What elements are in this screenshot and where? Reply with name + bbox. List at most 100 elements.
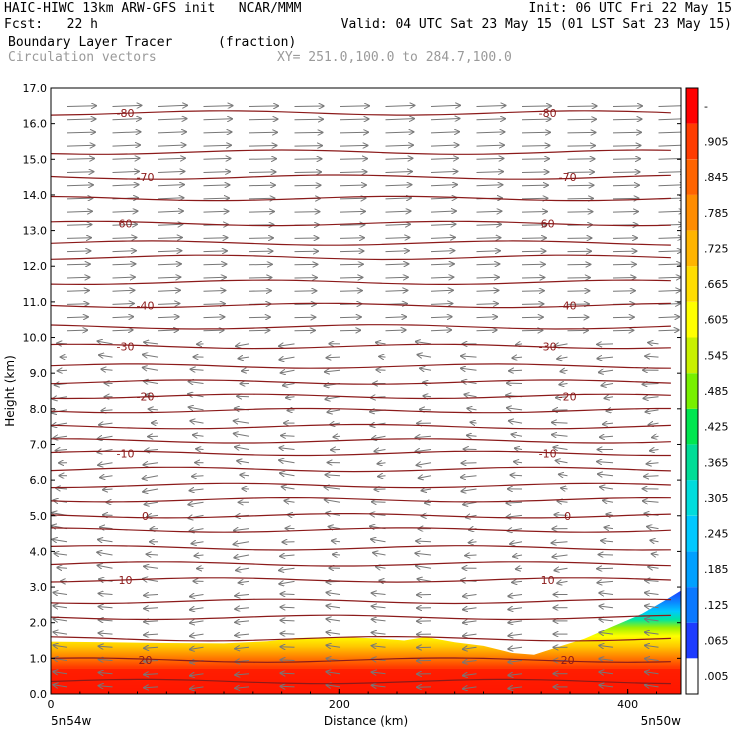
circulation-vector — [606, 514, 614, 515]
circulation-vector — [508, 608, 523, 610]
circulation-vector — [279, 357, 295, 360]
circulation-vector — [157, 251, 181, 252]
circulation-vector — [66, 304, 88, 305]
circulation-vector — [237, 396, 250, 397]
circulation-vector — [339, 106, 369, 107]
temperature-contour — [51, 363, 671, 369]
circulation-vector — [99, 355, 113, 357]
circulation-vector — [294, 106, 324, 107]
circulation-vector — [190, 608, 204, 610]
circulation-vector — [612, 238, 637, 239]
contour-label: -80 — [539, 107, 557, 120]
colorbar-swatch — [686, 515, 698, 552]
circulation-vector — [514, 462, 523, 463]
circulation-vector — [235, 447, 250, 450]
circulation-vector — [508, 595, 523, 597]
circulation-vector — [372, 436, 386, 439]
x-tick-label: 0 — [48, 698, 55, 711]
circulation-vector — [329, 527, 341, 529]
circulation-vector — [339, 238, 364, 239]
circulation-vector — [552, 542, 568, 543]
temperature-contour — [51, 497, 671, 503]
circulation-vector — [151, 529, 159, 530]
circulation-vector — [53, 539, 68, 541]
circulation-vector — [385, 224, 410, 225]
contour-label: -40 — [559, 299, 577, 312]
circulation-vector — [461, 476, 477, 478]
temperature-contour — [51, 527, 671, 533]
circulation-vector — [248, 146, 277, 147]
temperature-contour — [51, 195, 671, 202]
circulation-vector — [339, 198, 365, 199]
circulation-vector — [612, 264, 636, 265]
circulation-vector — [476, 224, 501, 225]
contour-label: -70 — [559, 171, 577, 184]
tracer-core-region — [51, 669, 681, 694]
temperature-contour — [51, 482, 671, 489]
circulation-vector — [521, 146, 550, 147]
contour-label: -20 — [559, 390, 577, 403]
tracer-fill-region — [51, 590, 681, 694]
circulation-vector — [561, 488, 568, 489]
circulation-vector — [66, 106, 96, 107]
circulation-vector — [418, 355, 432, 357]
circulation-vector — [557, 581, 568, 583]
circulation-vector — [556, 397, 568, 398]
temperature-contour — [51, 678, 671, 685]
circulation-vector — [248, 291, 271, 292]
circulation-vector — [430, 185, 457, 186]
circulation-vector — [430, 198, 456, 199]
circulation-vector — [645, 685, 659, 687]
circulation-vector — [376, 567, 386, 569]
circulation-vector — [567, 159, 595, 160]
y-tick-label: 11.0 — [23, 296, 48, 309]
circulation-vector — [101, 369, 113, 370]
temperature-contour — [51, 598, 671, 605]
circulation-vector — [652, 554, 659, 555]
circulation-vector — [521, 185, 548, 186]
circulation-vector — [66, 238, 91, 239]
circulation-vector — [190, 421, 204, 423]
circulation-vector — [385, 119, 415, 120]
circulation-vector — [66, 264, 90, 265]
colorbar-swatch — [686, 194, 698, 231]
circulation-vector — [248, 278, 271, 279]
circulation-vector — [463, 687, 477, 689]
circulation-vector — [513, 555, 523, 557]
circulation-vector — [157, 277, 180, 278]
circulation-vector — [372, 633, 386, 635]
circulation-vector — [286, 397, 295, 398]
circulation-vector — [339, 251, 363, 252]
y-tick-label: 5.0 — [30, 510, 48, 523]
circulation-vector — [419, 476, 432, 478]
circulation-vector — [476, 304, 498, 305]
circulation-vector — [510, 542, 523, 544]
circulation-vector — [600, 436, 614, 437]
circulation-vector — [339, 330, 360, 331]
circulation-vector — [203, 291, 226, 292]
circulation-vector — [648, 567, 659, 568]
circulation-vector — [516, 568, 523, 569]
circulation-vector — [103, 515, 113, 516]
circulation-vector — [416, 436, 432, 437]
contour-label: -30 — [539, 340, 557, 353]
contour-label: -10 — [539, 447, 557, 460]
circulation-vector — [376, 342, 386, 344]
circulation-vector — [248, 119, 278, 120]
circulation-vector — [203, 251, 227, 252]
circulation-vector — [339, 225, 364, 226]
contour-label: -10 — [117, 447, 135, 460]
temperature-contour — [51, 657, 671, 663]
circulation-vector — [644, 397, 659, 399]
colorbar-swatch — [686, 408, 698, 445]
colorbar-swatch — [686, 444, 698, 481]
circulation-vector — [462, 463, 477, 464]
circulation-vector — [235, 674, 250, 675]
circulation-vector — [203, 304, 225, 305]
y-tick-label: 6.0 — [30, 474, 48, 487]
temperature-contour — [51, 513, 671, 519]
circulation-vector — [99, 646, 113, 647]
circulation-vector — [144, 381, 159, 384]
circulation-vector — [385, 145, 414, 146]
circulation-vector — [372, 672, 386, 674]
